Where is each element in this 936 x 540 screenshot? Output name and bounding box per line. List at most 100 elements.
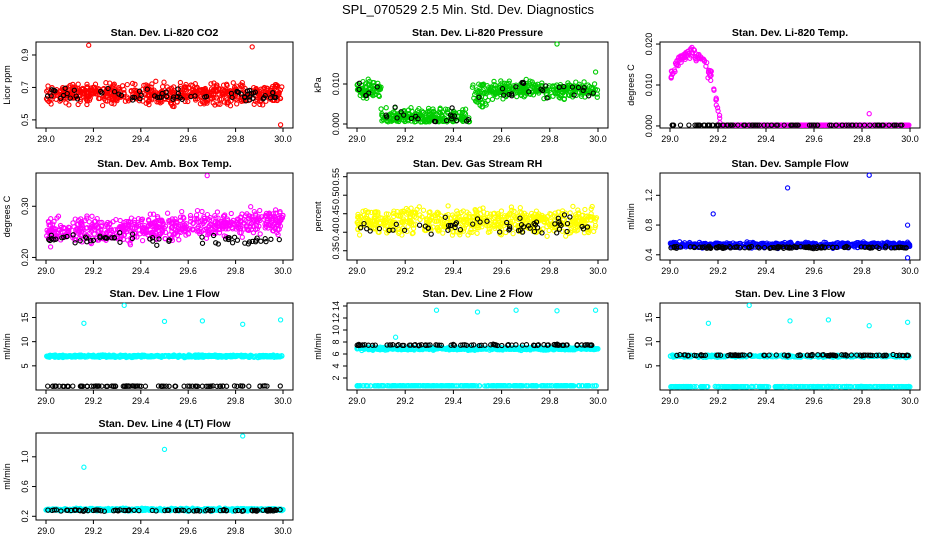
data-point bbox=[110, 218, 116, 225]
data-point bbox=[586, 93, 592, 99]
data-point bbox=[104, 229, 110, 235]
data-point bbox=[245, 227, 251, 233]
data-point bbox=[60, 92, 67, 99]
data-point bbox=[199, 240, 206, 246]
data-point bbox=[761, 122, 767, 128]
data-point bbox=[756, 122, 762, 128]
data-point bbox=[51, 218, 57, 225]
data-point bbox=[246, 383, 252, 389]
x-tick-label: 29.8 bbox=[227, 266, 245, 276]
x-tick-label: 29.8 bbox=[227, 134, 245, 144]
data-point bbox=[523, 76, 529, 83]
data-point bbox=[866, 172, 872, 178]
data-point bbox=[388, 220, 394, 227]
data-point bbox=[460, 107, 466, 113]
data-point bbox=[188, 82, 194, 88]
data-point bbox=[107, 80, 113, 86]
data-point bbox=[104, 235, 110, 241]
data-point bbox=[552, 221, 558, 227]
y-tick-label: 6 bbox=[331, 351, 341, 356]
data-point bbox=[370, 79, 376, 86]
data-point bbox=[784, 185, 791, 191]
data-point bbox=[503, 229, 509, 236]
data-point bbox=[576, 210, 582, 216]
data-point bbox=[60, 84, 66, 91]
data-point bbox=[462, 106, 469, 112]
data-point bbox=[578, 93, 585, 99]
data-point bbox=[63, 93, 70, 99]
data-point bbox=[592, 69, 599, 75]
data-point bbox=[144, 86, 150, 92]
y-axis-label: ml/min bbox=[626, 203, 636, 230]
data-point bbox=[262, 236, 268, 242]
data-point bbox=[582, 206, 588, 213]
y-tick-label: 0.7 bbox=[20, 81, 30, 94]
data-point bbox=[465, 232, 471, 238]
data-point bbox=[109, 100, 115, 106]
x-tick-label: 29.8 bbox=[541, 266, 559, 276]
data-point bbox=[97, 219, 103, 226]
plot-frame bbox=[35, 302, 294, 391]
data-point bbox=[371, 226, 377, 232]
data-point bbox=[83, 235, 90, 241]
x-tick-label: 30.0 bbox=[901, 266, 919, 276]
data-point bbox=[260, 102, 266, 108]
data-point bbox=[374, 84, 380, 90]
data-point bbox=[169, 101, 175, 108]
data-point bbox=[148, 223, 155, 229]
y-axis-label: percent bbox=[313, 201, 323, 232]
data-point bbox=[215, 101, 221, 107]
data-point bbox=[512, 222, 519, 228]
data-point bbox=[584, 213, 590, 219]
y-tick-label: 0.4 bbox=[644, 249, 654, 262]
data-point bbox=[407, 220, 413, 227]
x-tick-label: 29.6 bbox=[179, 396, 197, 406]
chart-title: Stan. Dev. Line 1 Flow bbox=[109, 288, 220, 300]
data-point bbox=[401, 227, 408, 233]
data-point bbox=[703, 63, 709, 69]
data-point bbox=[824, 122, 830, 128]
data-point bbox=[893, 122, 899, 128]
data-point bbox=[105, 85, 111, 92]
data-point bbox=[164, 210, 171, 216]
x-tick-label: 29.4 bbox=[757, 266, 775, 276]
data-point bbox=[588, 206, 594, 212]
data-point bbox=[701, 58, 708, 64]
data-point bbox=[464, 209, 470, 215]
data-point bbox=[139, 237, 146, 244]
data-point bbox=[401, 112, 407, 118]
data-point bbox=[122, 98, 129, 104]
data-point bbox=[84, 215, 90, 221]
chart-title: Stan. Dev. Li-820 CO2 bbox=[111, 27, 219, 39]
data-point bbox=[399, 210, 405, 216]
data-point bbox=[117, 239, 123, 245]
x-tick-label: 29.4 bbox=[132, 396, 150, 406]
data-point bbox=[187, 226, 193, 232]
data-point bbox=[223, 220, 229, 226]
data-point bbox=[230, 80, 236, 86]
data-point bbox=[491, 91, 497, 97]
x-tick-label: 29.6 bbox=[179, 134, 197, 144]
data-point bbox=[361, 220, 367, 227]
data-point bbox=[454, 208, 460, 214]
plot-frame bbox=[35, 41, 294, 129]
data-point bbox=[89, 213, 95, 219]
data-point bbox=[449, 232, 456, 238]
data-point bbox=[391, 213, 397, 220]
data-point bbox=[485, 97, 491, 104]
data-point bbox=[501, 213, 508, 219]
data-point bbox=[504, 219, 510, 226]
data-point bbox=[506, 91, 512, 98]
data-point bbox=[221, 88, 227, 94]
data-point bbox=[899, 122, 905, 128]
data-point bbox=[456, 213, 462, 219]
data-point bbox=[682, 50, 688, 57]
x-tick-label: 29.6 bbox=[805, 134, 823, 144]
data-point bbox=[706, 122, 713, 128]
data-point bbox=[355, 211, 361, 218]
data-point bbox=[143, 227, 149, 234]
data-point bbox=[489, 96, 496, 102]
data-point bbox=[134, 234, 140, 240]
data-point bbox=[472, 91, 478, 98]
